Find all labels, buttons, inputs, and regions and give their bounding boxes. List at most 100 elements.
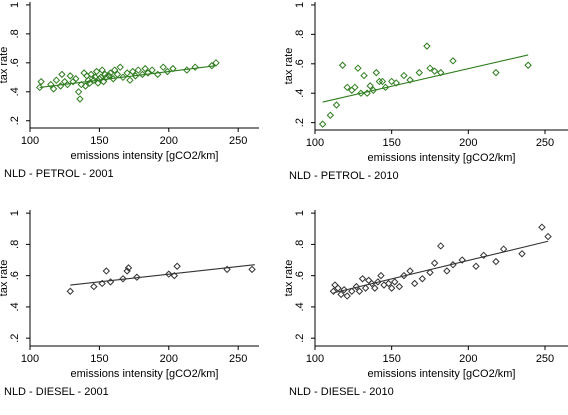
- data-point: [343, 292, 351, 300]
- data-point: [369, 86, 377, 94]
- data-point: [410, 279, 419, 288]
- data-point: [348, 287, 356, 295]
- data-point: [524, 61, 532, 69]
- data-point: [340, 286, 348, 294]
- data-point: [375, 77, 384, 86]
- x-axis-label: emissions intensity [gCO2/km]: [368, 368, 516, 380]
- data-point: [128, 67, 137, 76]
- y-axis-label: tax rate: [0, 260, 10, 297]
- data-point: [337, 290, 345, 299]
- data-point: [538, 223, 546, 231]
- data-point: [144, 69, 152, 77]
- y-tick-label: 1: [294, 210, 306, 216]
- data-point: [102, 267, 111, 275]
- y-tick-label: .6: [9, 271, 21, 280]
- data-point: [84, 76, 92, 84]
- data-point: [74, 88, 83, 96]
- data-point: [544, 232, 552, 241]
- data-point: [123, 69, 131, 77]
- data-point: [101, 70, 109, 79]
- data-point: [119, 275, 127, 283]
- data-point: [400, 71, 408, 80]
- x-tick-label: 100: [21, 135, 39, 147]
- data-point: [248, 265, 256, 274]
- fit-line: [70, 264, 255, 286]
- data-point: [415, 68, 423, 77]
- y-tick-label: .2: [294, 334, 306, 343]
- data-point: [326, 111, 335, 119]
- panel-title: NLD - PETROL - 2010: [289, 170, 399, 182]
- data-point: [98, 66, 106, 74]
- data-point: [141, 64, 149, 73]
- data-point: [381, 83, 390, 92]
- y-tick-label: .6: [294, 59, 306, 68]
- data-point: [87, 70, 95, 79]
- data-point: [437, 242, 445, 250]
- data-point: [318, 120, 327, 128]
- data-point: [138, 70, 147, 79]
- data-point: [106, 278, 115, 286]
- data-point: [518, 250, 526, 258]
- data-point: [378, 77, 387, 86]
- data-point: [355, 287, 364, 295]
- data-point: [395, 282, 404, 291]
- data-point: [449, 57, 457, 65]
- x-tick-label: 100: [306, 137, 324, 149]
- data-point: [418, 275, 427, 283]
- data-point: [98, 279, 106, 288]
- data-point: [173, 262, 181, 270]
- data-point: [426, 268, 434, 277]
- data-point: [368, 279, 376, 288]
- y-tick-label: .6: [9, 58, 21, 67]
- chart-panel-4: .2 .4 .6 .8 1 100 150 200 250 tax rate emissions i…: [283, 210, 568, 398]
- data-point: [361, 284, 370, 292]
- data-point: [191, 63, 199, 71]
- data-point: [66, 287, 74, 295]
- data-point: [492, 257, 500, 266]
- data-point: [430, 67, 439, 75]
- data-point: [387, 284, 396, 292]
- x-tick-label: 250: [229, 135, 247, 147]
- data-point: [334, 284, 342, 292]
- data-point: [374, 278, 382, 286]
- data-point: [351, 83, 359, 92]
- data-point: [458, 256, 466, 264]
- y-axis-label: tax rate: [283, 260, 295, 297]
- fit-line: [39, 65, 217, 88]
- data-point: [47, 80, 55, 89]
- data-point: [358, 275, 367, 283]
- y-tick-label: .8: [294, 30, 306, 39]
- y-tick-label: .6: [294, 271, 306, 280]
- x-tick-label: 100: [306, 353, 324, 365]
- x-tick-label: 250: [229, 353, 247, 365]
- data-point: [338, 61, 347, 69]
- data-point: [364, 276, 373, 285]
- data-point: [124, 264, 133, 272]
- y-tick-label: .8: [9, 240, 21, 249]
- x-axis-label: emissions intensity [gCO2/km]: [71, 368, 219, 380]
- data-point: [170, 271, 179, 280]
- data-point: [126, 76, 134, 84]
- data-point: [37, 77, 45, 86]
- data-point: [99, 77, 108, 86]
- x-axis-label: emissions intensity [gCO2/km]: [368, 152, 516, 164]
- data-point: [36, 83, 44, 92]
- data-point: [371, 284, 379, 292]
- y-tick-label: .8: [294, 240, 306, 249]
- panel-title: NLD - DIESEL - 2010: [289, 386, 394, 398]
- data-point: [406, 76, 414, 84]
- data-point: [102, 73, 111, 82]
- x-tick-label: 100: [21, 353, 39, 365]
- data-point: [343, 83, 351, 92]
- data-point: [479, 251, 488, 260]
- y-tick-label: .4: [9, 302, 21, 311]
- data-point: [372, 68, 381, 77]
- data-point: [81, 82, 90, 90]
- data-point: [169, 64, 177, 73]
- data-point: [392, 79, 400, 87]
- panel-title: NLD - PETROL - 2001: [4, 168, 114, 180]
- data-point: [76, 95, 84, 103]
- data-point: [77, 80, 86, 89]
- data-point: [159, 63, 167, 71]
